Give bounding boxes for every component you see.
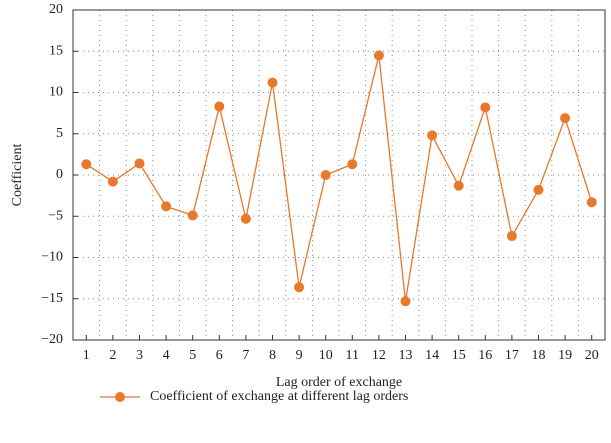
marker xyxy=(506,231,517,242)
x-tick-label: 6 xyxy=(216,348,223,363)
x-tick-label: 5 xyxy=(189,348,196,363)
legend-marker xyxy=(115,392,125,402)
y-tick-label: 5 xyxy=(56,126,63,141)
marker xyxy=(347,159,358,170)
y-tick-label: −5 xyxy=(48,208,63,223)
y-tick-label: −10 xyxy=(41,250,63,265)
marker xyxy=(107,176,118,187)
marker xyxy=(161,201,172,212)
x-tick-label: 3 xyxy=(136,348,143,363)
marker xyxy=(480,102,491,113)
x-tick-label: 16 xyxy=(478,348,492,363)
x-tick-label: 18 xyxy=(532,348,546,363)
marker xyxy=(586,197,597,208)
y-tick-label: −15 xyxy=(41,291,63,306)
x-tick-label: 2 xyxy=(109,348,116,363)
y-tick-label: −20 xyxy=(41,332,63,347)
y-tick-label: 15 xyxy=(49,43,63,58)
x-tick-label: 14 xyxy=(425,348,439,363)
marker xyxy=(267,77,278,88)
x-tick-label: 12 xyxy=(372,348,386,363)
marker xyxy=(373,50,384,61)
marker xyxy=(453,180,464,191)
marker xyxy=(134,158,145,169)
x-tick-label: 19 xyxy=(558,348,572,363)
x-tick-label: 4 xyxy=(163,348,170,363)
marker xyxy=(560,113,571,124)
marker xyxy=(533,184,544,195)
x-tick-label: 1 xyxy=(83,348,90,363)
legend-label: Coefficient of exchange at different lag… xyxy=(150,389,408,404)
x-tick-label: 15 xyxy=(452,348,466,363)
x-tick-label: 13 xyxy=(399,348,413,363)
x-tick-label: 10 xyxy=(319,348,333,363)
y-tick-label: 20 xyxy=(49,2,63,17)
y-tick-label: 10 xyxy=(49,85,63,100)
marker xyxy=(400,296,411,307)
x-tick-label: 17 xyxy=(505,348,519,363)
x-tick-label: 7 xyxy=(242,348,249,363)
marker xyxy=(187,210,198,221)
x-tick-label: 8 xyxy=(269,348,276,363)
marker xyxy=(81,159,92,170)
plot-frame xyxy=(72,9,606,341)
y-axis-label: Coefficient xyxy=(10,144,25,207)
marker xyxy=(427,130,438,141)
marker xyxy=(214,101,225,112)
marker xyxy=(294,282,305,293)
x-tick-label: 9 xyxy=(296,348,303,363)
x-tick-label: 11 xyxy=(346,348,359,363)
y-tick-label: 0 xyxy=(56,167,63,182)
marker xyxy=(240,213,251,224)
x-tick-label: 20 xyxy=(585,348,599,363)
x-axis-label: Lag order of exchange xyxy=(276,375,402,390)
marker xyxy=(320,170,331,180)
